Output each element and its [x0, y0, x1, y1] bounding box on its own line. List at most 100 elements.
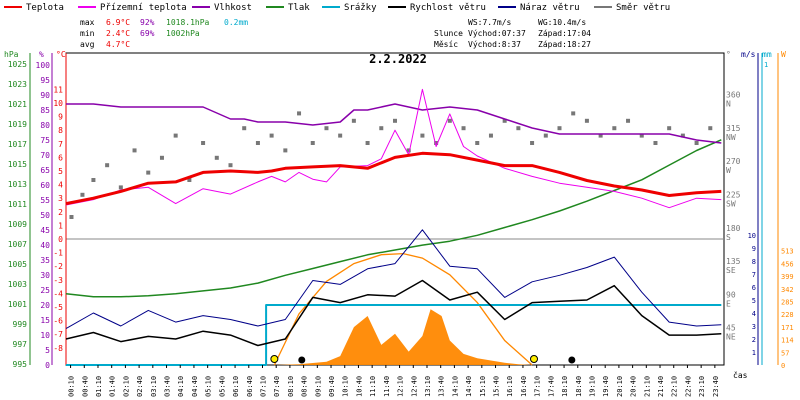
- wind-direction-point: [201, 141, 206, 145]
- stat-max-press: 1018.1hPa: [166, 18, 210, 27]
- humidity-tick-label: 10: [40, 331, 50, 340]
- wind-direction-point: [118, 185, 123, 190]
- direction-compass-label: NW: [726, 133, 736, 142]
- direction-compass-label: NE: [726, 333, 736, 342]
- x-axis: 00:10 00:40 01:10 01:40 02:10 02:40 03:10 03:40…: [68, 365, 720, 397]
- wind-direction-point: [475, 141, 480, 145]
- x-tick-label: 14:10: [451, 376, 459, 397]
- x-tick-label: 08:40: [301, 376, 309, 397]
- stat-min-press: 1002hPa: [166, 29, 200, 38]
- chart-title: 2.2.2022: [369, 52, 427, 66]
- moonrise-marker: [298, 356, 306, 364]
- temperature-tick-label: 8: [58, 126, 63, 135]
- wind-direction-point: [132, 148, 137, 153]
- axis-unit-labels: hPa % °C ° m/s mm W: [4, 50, 786, 59]
- humidity-tick-label: 30: [40, 271, 50, 280]
- legend-label: Tlak: [288, 3, 310, 13]
- x-axis-label: čas: [733, 370, 748, 380]
- moon-set: Západ:18:27: [538, 40, 591, 49]
- pressure-tick-label: 1023: [8, 80, 27, 89]
- wind-direction-point: [365, 141, 370, 145]
- humidity-tick-label: 25: [40, 286, 50, 295]
- x-tick-label: 04:10: [177, 376, 185, 397]
- direction-compass-label: SW: [726, 200, 736, 209]
- wind-tick-label: 1: [752, 349, 756, 357]
- legend-label: Srážky: [344, 3, 377, 13]
- x-tick-label: 00:10: [68, 376, 76, 397]
- x-tick-label: 14:40: [465, 376, 473, 397]
- solar-tick-label: 0: [781, 362, 785, 370]
- wind-direction-point: [351, 118, 356, 123]
- wind-tick-label: 2: [752, 336, 756, 344]
- legend-item-vlhkost: Vlhkost: [192, 3, 252, 13]
- wind-direction-point: [461, 126, 466, 131]
- pressure-tick-label: 1019: [8, 120, 27, 129]
- solar-tick-label: 456: [781, 260, 794, 268]
- solar-tick-label: 342: [781, 286, 794, 294]
- pressure-tick-label: 997: [13, 340, 28, 349]
- temperature-tick-label: -4: [53, 289, 63, 298]
- humidity-tick-label: 95: [40, 76, 50, 85]
- temperature-tick-label: -7: [53, 330, 63, 339]
- temperature-tick-label: -1: [53, 249, 63, 258]
- wind-direction-point: [297, 111, 302, 116]
- wind-direction-point: [667, 126, 672, 131]
- x-tick-label: 18:40: [575, 376, 583, 397]
- pressure-tick-label: 1011: [8, 200, 27, 209]
- x-tick-label: 23:10: [698, 376, 706, 397]
- humidity-tick-label: 70: [40, 151, 50, 160]
- wind-gust-summary: WG:10.4m/s: [538, 18, 586, 27]
- pressure-tick-label: 1025: [8, 60, 27, 69]
- legend-label: Směr větru: [616, 3, 670, 13]
- wind-direction-point: [91, 178, 96, 182]
- wind-direction-point: [516, 126, 521, 131]
- rain-tick-label: 1: [764, 61, 768, 69]
- humidity-tick-label: 100: [36, 61, 51, 70]
- x-tick-label: 11:40: [383, 376, 391, 397]
- direction-tick-label: 315: [726, 124, 741, 133]
- pressure-line: [65, 139, 722, 298]
- x-tick-label: 05:40: [218, 376, 226, 397]
- temperature-tick-label: 10: [53, 99, 63, 108]
- ticks-layer: 1025102310211019101710151013101110091007…: [8, 60, 794, 370]
- rain-unit: mm: [762, 50, 772, 59]
- humidity-tick-label: 75: [40, 136, 50, 145]
- pressure-unit: hPa: [4, 50, 19, 59]
- humidity-tick-label: 60: [40, 181, 50, 190]
- stat-label-min: min: [80, 29, 95, 38]
- pressure-tick-label: 1007: [8, 240, 27, 249]
- astro-block: WS:7.7m/s WG:10.4m/s Slunce Východ:07:37…: [434, 18, 591, 49]
- x-tick-label: 19:40: [602, 376, 610, 397]
- x-tick-label: 00:40: [81, 376, 89, 397]
- direction-tick-label: 45: [726, 324, 736, 333]
- ground-temperature-line: [65, 88, 722, 209]
- x-tick-label: 02:10: [122, 376, 130, 397]
- x-tick-label: 05:10: [205, 376, 213, 397]
- solar-tick-label: 114: [781, 337, 794, 345]
- humidity-line: [66, 103, 722, 144]
- wind-direction-point: [105, 163, 110, 168]
- sun-rise: Východ:07:37: [468, 29, 526, 38]
- legend-label: Náraz větru: [520, 3, 580, 13]
- legend-item-smer-vetru: Směr větru: [594, 3, 670, 13]
- wind-direction-point: [324, 126, 329, 131]
- legend: Teplota Přízemní teplota Vlhkost Tlak Sr…: [4, 3, 670, 13]
- direction-tick-label: 270: [726, 157, 741, 166]
- wind-direction-point: [80, 192, 85, 197]
- wind-direction-point: [612, 126, 617, 131]
- stat-label-max: max: [80, 18, 95, 27]
- humidity-tick-label: 5: [45, 346, 50, 355]
- wind-direction-point: [584, 118, 589, 123]
- wind-direction-point: [406, 148, 411, 153]
- x-tick-label: 09:10: [314, 376, 322, 397]
- stat-avg-temp: 4.7°C: [106, 40, 130, 49]
- solar-tick-label: 513: [781, 248, 794, 256]
- x-tick-label: 13:10: [424, 376, 432, 397]
- wind-direction-point: [242, 126, 247, 131]
- pressure-tick-label: 1017: [8, 140, 27, 149]
- wind-direction-point: [571, 111, 576, 116]
- direction-compass-label: SE: [726, 266, 736, 275]
- x-tick-label: 13:40: [438, 376, 446, 397]
- x-tick-label: 20:10: [616, 376, 624, 397]
- pressure-tick-label: 1013: [8, 180, 27, 189]
